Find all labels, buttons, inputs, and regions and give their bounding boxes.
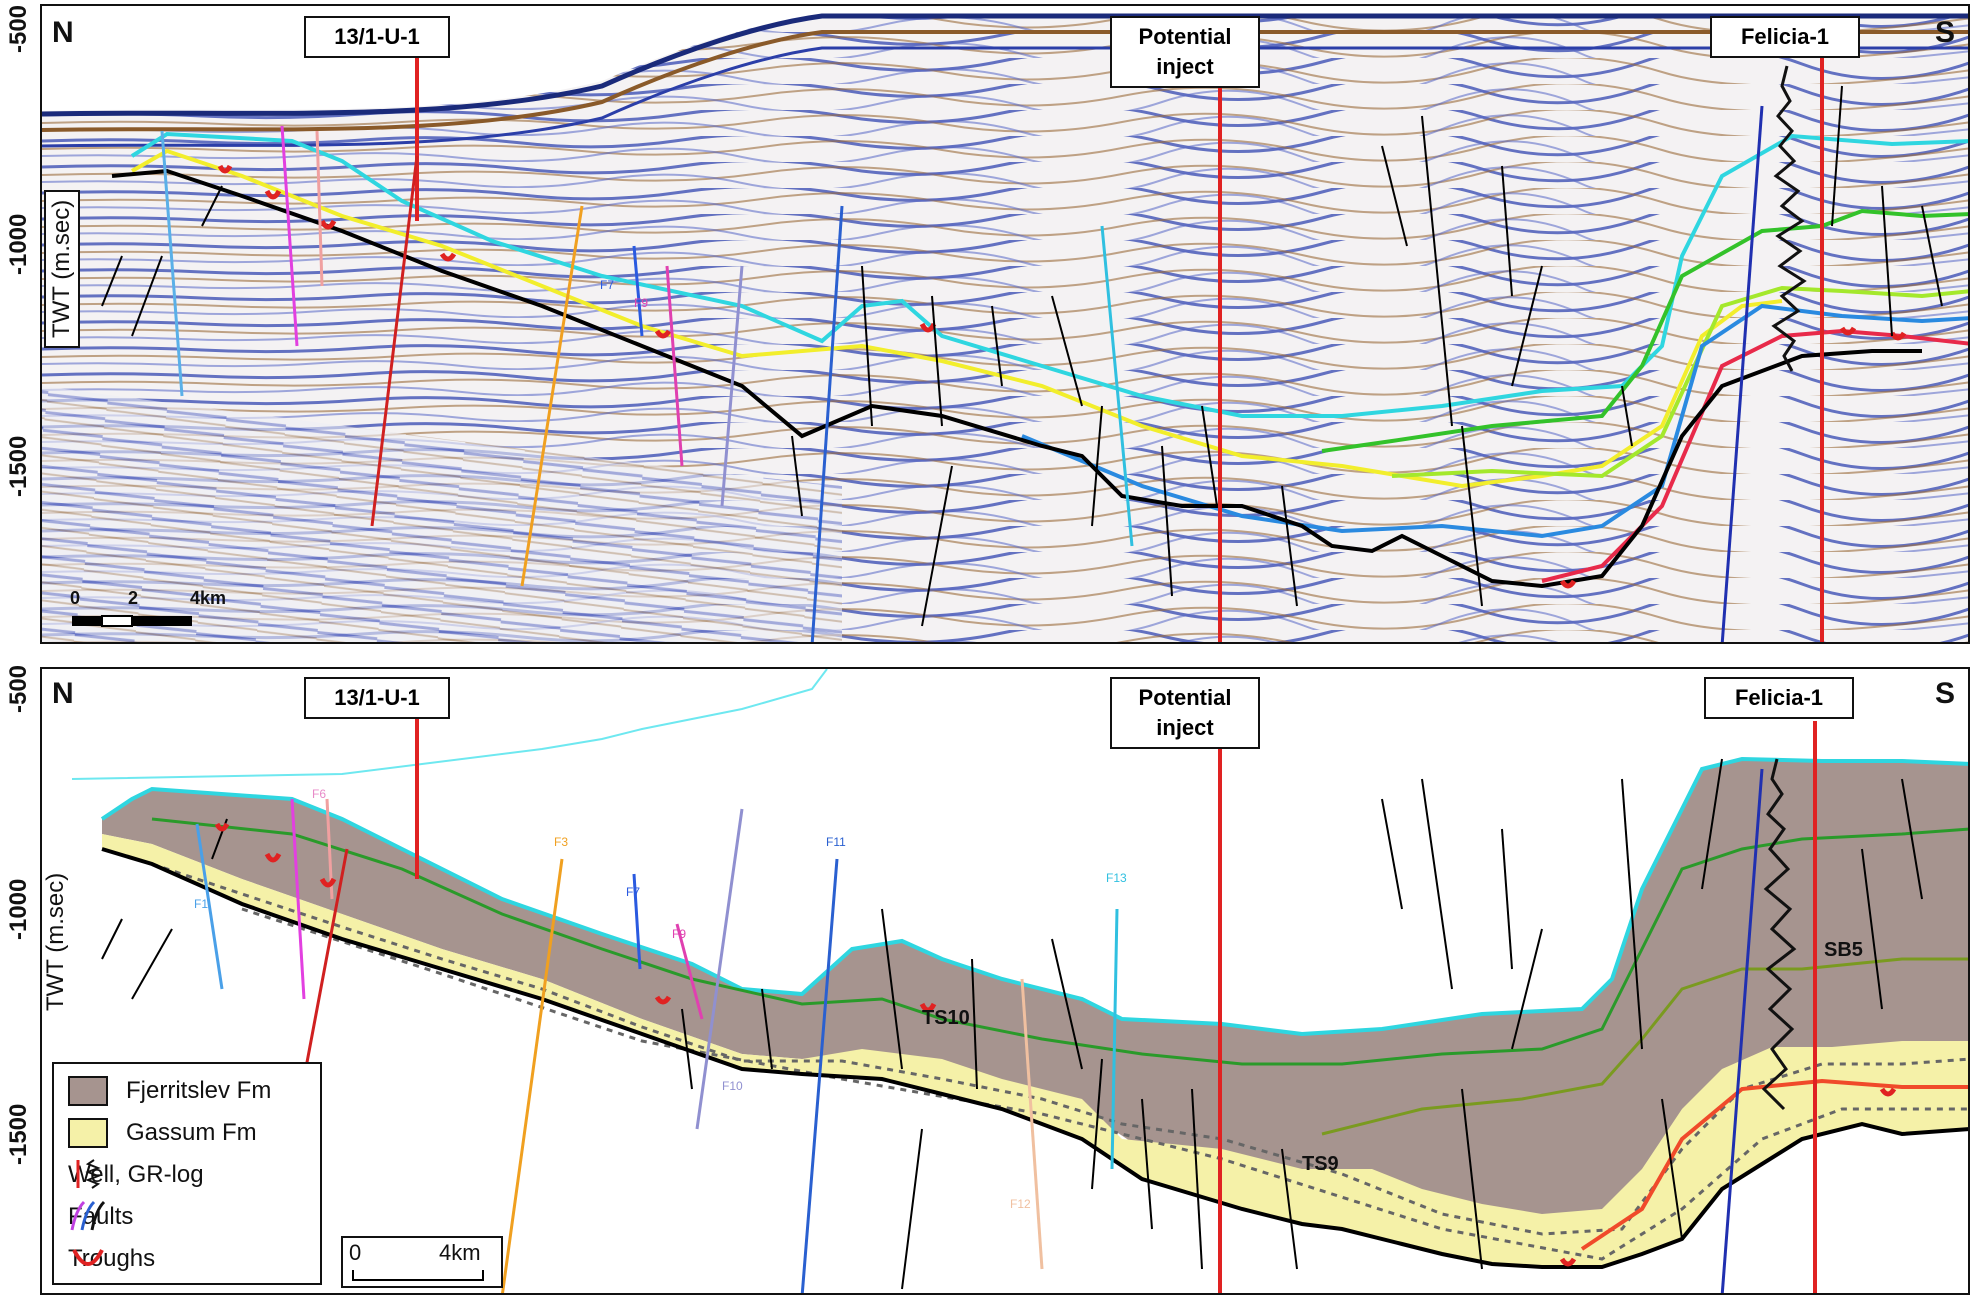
fault-label-f11: F11 [826, 835, 846, 849]
base-horizon [111, 168, 1922, 589]
fault-label-f7-top: F7 [600, 278, 615, 292]
horizon-label-ts10: TS10 [922, 1007, 970, 1029]
well-gr-log-icon [76, 1159, 101, 1189]
seismic-section-svg [42, 6, 1968, 642]
scale-bottom-0: 0 [349, 1240, 362, 1265]
black-faults [101, 85, 1943, 627]
horizon-label-ts9: TS9 [1302, 1153, 1339, 1175]
north-label: N [52, 16, 74, 49]
scale-top-4km: 4km [190, 588, 227, 608]
scale-bar-top [72, 615, 192, 627]
interpretation-svg [42, 669, 1968, 1293]
legend: Fjerritslev Fm Gassum Fm Well, GR-log Fa… [52, 1062, 322, 1285]
y-tick-bottom-1000: -1000 [5, 878, 32, 940]
gr-log-bottom [1761, 758, 1797, 1111]
faults-group [160, 105, 1764, 642]
well-label-felicia-1-bottom: Felicia-1 [1704, 677, 1854, 719]
faults-icon [70, 1200, 106, 1231]
legend-troughs-label: Troughs [68, 1245, 156, 1272]
green-horizon [1321, 208, 1968, 453]
legend-fjerritslev-label: Fjerritslev Fm [126, 1077, 272, 1104]
scale-bottom-4km: 4km [439, 1240, 481, 1265]
well-label-13-1-u-1-bottom: 13/1-U-1 [304, 677, 450, 719]
scale-top-0: 0 [70, 588, 81, 608]
fault-label-f9: F9 [672, 927, 687, 941]
y-tick-top-1500: -1500 [5, 435, 32, 497]
scale-bar-bottom: 0 4km [341, 1236, 503, 1288]
dashed-horizon-2 [241, 907, 1968, 1261]
fault-label-f12: F12 [1010, 1197, 1031, 1211]
south-label-bottom: S [1935, 677, 1956, 710]
cyan-horizon [130, 131, 1968, 418]
olive-horizon-lower [1321, 957, 1968, 1136]
legend-faults: Faults [68, 1200, 133, 1234]
legend-gassum-label: Gassum Fm [126, 1119, 257, 1146]
interpretation-panel: N S 13/1-U-1 Potential inject Felicia-1 … [40, 667, 1970, 1295]
north-label-bottom: N [52, 677, 74, 710]
trough-marks [217, 164, 1907, 589]
legend-gassum: Gassum Fm [68, 1116, 257, 1150]
horizon-label-sb5: SB5 [1824, 939, 1863, 961]
y-tick-bottom-1500: -1500 [5, 1103, 32, 1165]
well-label-potential-inject-bottom: Potential inject [1110, 677, 1260, 749]
fault-label-f13: F13 [1106, 871, 1127, 885]
trough-marks-bottom [214, 822, 1897, 1267]
yellow-horizon [131, 148, 1783, 489]
faults-group-bottom [195, 768, 1764, 1293]
south-label: S [1935, 16, 1956, 49]
blue-horizon [1021, 303, 1968, 539]
gr-log [1771, 65, 1807, 372]
fault-label-f1: F1 [194, 897, 209, 911]
y-tick-bottom-500: -500 [5, 664, 32, 713]
fault-label-f6: F6 [312, 787, 327, 801]
well-label-felicia-1: Felicia-1 [1710, 16, 1860, 58]
y-axis-label: TWT (m.sec) [44, 189, 80, 348]
seafloor-line [71, 669, 828, 780]
trough-icon [72, 1249, 104, 1266]
fault-label-f7: F7 [626, 885, 641, 899]
base-gassum-horizon [101, 847, 1968, 1269]
dashed-horizon-1 [151, 862, 1968, 1236]
scale-bar-line [352, 1270, 484, 1281]
fjerritslev-fm-area [102, 759, 1968, 1259]
seafloor-reflector [42, 13, 1968, 117]
seismic-section-panel: N S 13/1-U-1 Potential inject Felicia-1 … [40, 4, 1970, 644]
lime-horizon [1391, 285, 1968, 479]
orange-horizon [1580, 1078, 1968, 1251]
y-tick-top-1000: -1000 [5, 213, 32, 275]
gassum-swatch [68, 1118, 108, 1148]
y-axis-label-bottom: TWT (m.sec) [42, 872, 69, 1011]
black-faults-bottom [101, 758, 1923, 1290]
fault-label-f10: F10 [722, 1079, 743, 1093]
fault-label-f3: F3 [554, 835, 569, 849]
fjerritslev-swatch [68, 1076, 108, 1106]
well-label-13-1-u-1: 13/1-U-1 [304, 16, 450, 58]
well-label-potential-inject: Potential inject [1110, 16, 1260, 88]
fault-label-f9-top: F9 [634, 296, 649, 310]
legend-troughs: Troughs [68, 1242, 155, 1276]
legend-fjerritslev: Fjerritslev Fm [68, 1074, 271, 1108]
legend-well: Well, GR-log [68, 1158, 204, 1192]
scale-top-2: 2 [128, 588, 139, 608]
top-fjerritslev-cyan [100, 756, 1968, 1037]
y-tick-top-500: -500 [5, 4, 32, 53]
